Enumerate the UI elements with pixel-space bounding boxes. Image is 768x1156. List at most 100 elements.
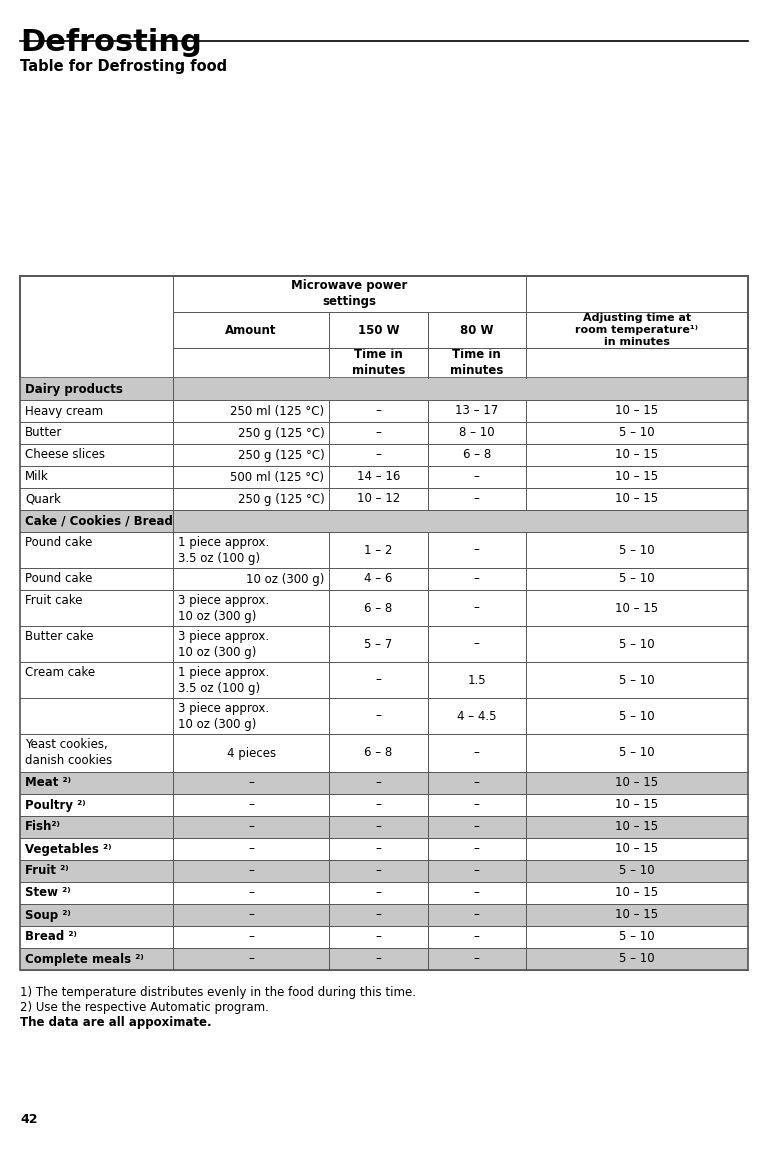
Text: –: – [474,492,480,505]
Text: Heavy cream: Heavy cream [25,405,103,417]
Text: Adjusting time at
room temperature¹⁾
in minutes: Adjusting time at room temperature¹⁾ in … [575,312,698,348]
Bar [20,838,748,860]
Text: –: – [376,909,382,921]
Text: –: – [376,777,382,790]
Text: Time in
minutes: Time in minutes [450,348,504,378]
Text: –: – [474,637,480,651]
Text: 13 – 17: 13 – 17 [455,405,498,417]
Text: –: – [376,449,382,461]
Text: –: – [248,909,254,921]
Text: 250 g (125 °C): 250 g (125 °C) [237,427,324,439]
Bar [20,734,748,772]
Text: 6 – 8: 6 – 8 [364,601,392,615]
Text: Complete meals ²⁾: Complete meals ²⁾ [25,953,144,965]
Text: –: – [376,865,382,877]
Text: 5 – 10: 5 – 10 [619,637,655,651]
Text: Microwave power
settings: Microwave power settings [291,280,408,309]
Text: 4 – 4.5: 4 – 4.5 [457,710,497,722]
Bar [20,276,748,378]
Text: 5 – 7: 5 – 7 [364,637,392,651]
Text: Cream cake: Cream cake [25,666,95,679]
Text: 10 – 15: 10 – 15 [615,909,658,921]
Text: –: – [248,953,254,965]
Bar [20,378,748,400]
Text: Vegetables ²⁾: Vegetables ²⁾ [25,843,111,855]
Text: Time in
minutes: Time in minutes [352,348,406,378]
Text: 250 g (125 °C): 250 g (125 °C) [237,449,324,461]
Text: 10 – 15: 10 – 15 [615,887,658,899]
Text: 1.5: 1.5 [468,674,486,687]
Text: –: – [474,747,480,759]
Text: 10 oz (300 g): 10 oz (300 g) [246,572,324,585]
Text: –: – [248,931,254,943]
Bar [20,422,748,444]
Text: –: – [474,601,480,615]
Text: Table for Defrosting food: Table for Defrosting food [20,59,227,74]
Text: Fruit cake: Fruit cake [25,594,82,607]
Text: 150 W: 150 W [358,324,399,336]
Text: Quark: Quark [25,492,61,505]
Text: 10 – 15: 10 – 15 [615,470,658,483]
Text: 4 – 6: 4 – 6 [364,572,392,585]
Text: Pound cake: Pound cake [25,572,92,585]
Bar [20,860,748,882]
Text: 5 – 10: 5 – 10 [619,710,655,722]
Text: 5 – 10: 5 – 10 [619,674,655,687]
Bar [20,882,748,904]
Bar [20,568,748,590]
Text: 2) Use the respective Automatic program.: 2) Use the respective Automatic program. [20,1001,269,1014]
Bar [20,816,748,838]
Text: Stew ²⁾: Stew ²⁾ [25,887,71,899]
Bar [20,488,748,510]
Text: 3 piece approx.
10 oz (300 g): 3 piece approx. 10 oz (300 g) [178,594,269,623]
Text: –: – [248,865,254,877]
Bar [20,444,748,466]
Text: –: – [474,931,480,943]
Text: 10 – 15: 10 – 15 [615,777,658,790]
Bar [20,400,748,422]
Text: –: – [474,777,480,790]
Text: –: – [376,953,382,965]
Text: 14 – 16: 14 – 16 [357,470,400,483]
Text: –: – [474,843,480,855]
Bar [20,662,748,698]
Text: Soup ²⁾: Soup ²⁾ [25,909,71,921]
Text: –: – [248,887,254,899]
Bar [20,590,748,627]
Text: Fish²⁾: Fish²⁾ [25,821,61,833]
Text: –: – [376,427,382,439]
Text: 42: 42 [20,1113,38,1126]
Text: –: – [376,931,382,943]
Text: –: – [376,674,382,687]
Text: Yeast cookies,
danish cookies: Yeast cookies, danish cookies [25,738,112,766]
Text: 6 – 8: 6 – 8 [364,747,392,759]
Text: –: – [474,799,480,812]
Text: Butter cake: Butter cake [25,630,94,643]
Text: –: – [474,953,480,965]
Text: 5 – 10: 5 – 10 [619,865,655,877]
Bar [20,772,748,794]
Text: Amount: Amount [225,324,277,336]
Text: –: – [376,887,382,899]
Text: 6 – 8: 6 – 8 [462,449,491,461]
Text: 8 – 10: 8 – 10 [459,427,495,439]
Text: –: – [474,821,480,833]
Text: –: – [474,865,480,877]
Text: –: – [248,843,254,855]
Bar [20,532,748,568]
Text: 5 – 10: 5 – 10 [619,572,655,585]
Text: 5 – 10: 5 – 10 [619,931,655,943]
Text: 1 – 2: 1 – 2 [364,543,392,556]
Bar [20,948,748,970]
Text: 5 – 10: 5 – 10 [619,543,655,556]
Text: –: – [474,470,480,483]
Text: –: – [248,777,254,790]
Text: 10 – 15: 10 – 15 [615,843,658,855]
Text: 4 pieces: 4 pieces [227,747,276,759]
Text: –: – [376,821,382,833]
Text: 250 ml (125 °C): 250 ml (125 °C) [230,405,324,417]
Bar [20,904,748,926]
Text: 1 piece approx.
3.5 oz (100 g): 1 piece approx. 3.5 oz (100 g) [178,536,269,565]
Text: –: – [474,909,480,921]
Text: The data are all appoximate.: The data are all appoximate. [20,1016,212,1029]
